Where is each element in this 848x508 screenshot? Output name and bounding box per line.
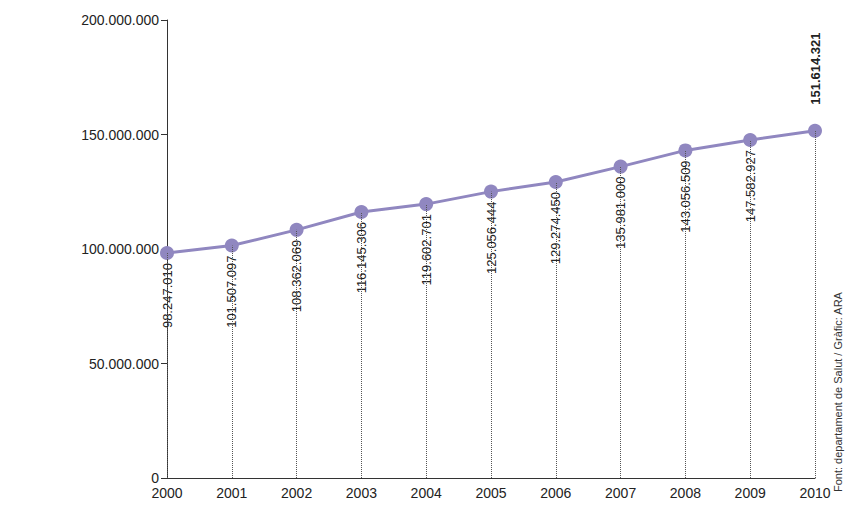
svg-text:135.981.000: 135.981.000 — [613, 176, 629, 249]
svg-text:50.000.000: 50.000.000 — [89, 356, 159, 372]
svg-text:2003: 2003 — [346, 485, 377, 501]
svg-text:98.247.010: 98.247.010 — [159, 263, 175, 329]
svg-text:151.614.321: 151.614.321 — [808, 33, 823, 105]
svg-text:143.056.509: 143.056.509 — [677, 160, 693, 233]
svg-text:2002: 2002 — [281, 485, 312, 501]
svg-text:2007: 2007 — [605, 485, 636, 501]
svg-text:2010: 2010 — [799, 485, 830, 501]
svg-text:Font: departament de Salut / G: Font: departament de Salut / Gràfic: ARA — [832, 291, 844, 492]
svg-text:129.274.450: 129.274.450 — [548, 192, 563, 264]
svg-text:125.056.444: 125.056.444 — [483, 201, 499, 274]
svg-text:147.582.927: 147.582.927 — [742, 150, 758, 223]
svg-text:108.362.069: 108.362.069 — [289, 239, 305, 313]
svg-text:150.000.000: 150.000.000 — [81, 127, 159, 143]
svg-text:200.000.000: 200.000.000 — [81, 12, 159, 28]
svg-text:100.000.000: 100.000.000 — [81, 241, 159, 257]
svg-text:116.145.306: 116.145.306 — [353, 222, 369, 294]
svg-text:101.507.097: 101.507.097 — [224, 256, 239, 328]
svg-text:2008: 2008 — [670, 485, 701, 501]
svg-text:2001: 2001 — [216, 485, 247, 501]
svg-text:2004: 2004 — [411, 485, 442, 501]
svg-text:2000: 2000 — [151, 485, 182, 501]
svg-text:2009: 2009 — [735, 485, 766, 501]
svg-text:119.602.701: 119.602.701 — [418, 214, 434, 286]
svg-text:2006: 2006 — [540, 485, 571, 501]
svg-text:0: 0 — [151, 470, 159, 486]
svg-text:2005: 2005 — [475, 485, 506, 501]
